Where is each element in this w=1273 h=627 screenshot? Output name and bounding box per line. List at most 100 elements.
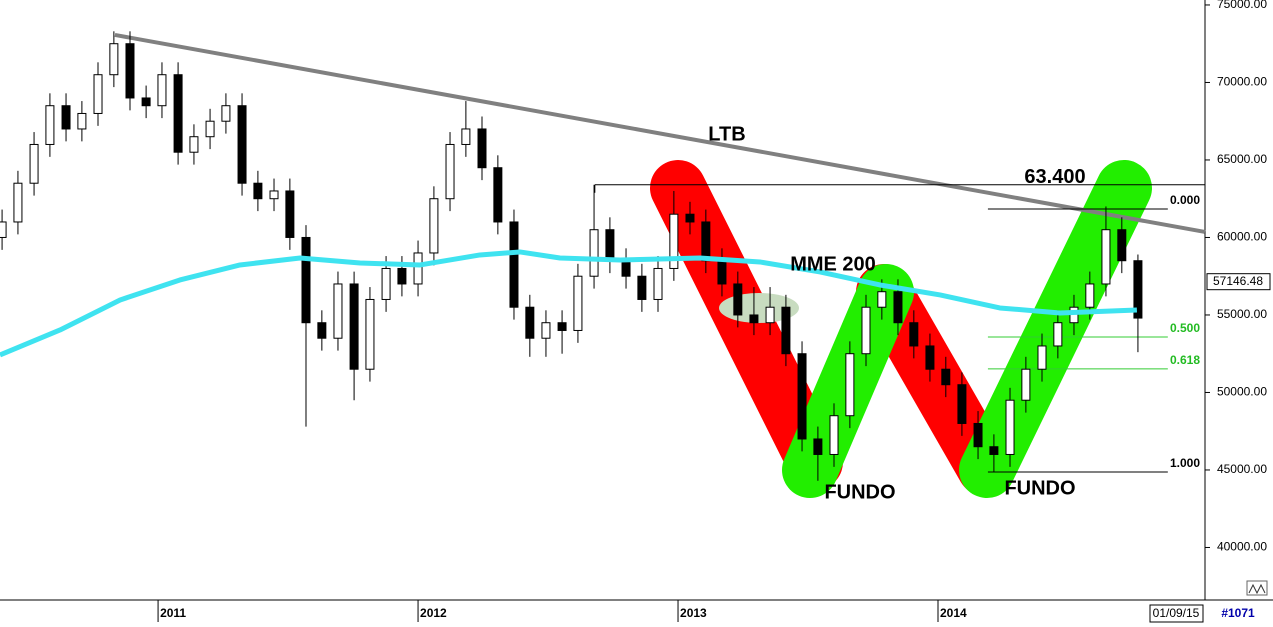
red-band [650, 160, 843, 490]
candle-body [973, 422, 983, 448]
trendline-label: LTB [708, 123, 745, 145]
fib-label: 0.500 [1170, 321, 1200, 335]
candle-body [301, 236, 311, 324]
candle-body [333, 283, 343, 339]
candle-body [1005, 399, 1015, 455]
candle-body [13, 182, 23, 223]
candle-body [1133, 260, 1143, 319]
candle-body [589, 229, 599, 277]
resistance-label: 63.400 [1024, 166, 1085, 188]
candle-body [845, 353, 855, 417]
candle-body [413, 252, 423, 285]
candle-body [365, 298, 375, 370]
candle-body [765, 306, 775, 324]
candle-body [989, 446, 999, 455]
x-tick-label: 2013 [680, 606, 707, 620]
candle-body [317, 322, 327, 339]
date-box [1149, 604, 1204, 623]
candle-body [237, 105, 247, 184]
candle-body [957, 384, 967, 424]
fib-label: 0.000 [1170, 193, 1200, 207]
candle-body [253, 182, 263, 200]
candle-body [77, 112, 87, 130]
candle-body [429, 198, 439, 254]
candle-body [173, 74, 183, 153]
candle-body [893, 291, 903, 324]
x-tick-label: 2011 [160, 606, 186, 620]
candle-body [1101, 229, 1111, 285]
ma-label: MME 200 [790, 253, 876, 275]
candle-body [573, 275, 583, 331]
candle-body [397, 267, 407, 285]
candle-body [525, 306, 535, 339]
candle-body [1021, 368, 1031, 401]
candle-body [861, 306, 871, 355]
candle-body [829, 415, 839, 455]
candle-body [141, 97, 151, 107]
x-tick-label: 2012 [420, 606, 447, 620]
candle-body [637, 275, 647, 300]
fib-label: 1.000 [1170, 456, 1200, 470]
candle-body [717, 260, 727, 285]
candle-body [189, 136, 199, 153]
date-label: 01/09/15 [1153, 606, 1200, 620]
candle-body [909, 322, 919, 347]
candle-body [653, 267, 663, 300]
candle-body [941, 368, 951, 386]
bar-label: #1071 [1221, 606, 1255, 620]
candle-body [445, 143, 455, 200]
candle-body [109, 43, 119, 76]
y-tick-label: 40000.00 [1217, 540, 1267, 554]
candle-body [813, 438, 823, 455]
candle-body [349, 283, 359, 370]
candle-body [125, 43, 135, 99]
icon-glyph [1248, 583, 1266, 595]
candle-body [797, 353, 807, 440]
candle-body [925, 345, 935, 370]
candle-body [221, 105, 231, 122]
candle-body [0, 221, 7, 238]
candle-body [621, 260, 631, 277]
last-price-label: 57146.48 [1213, 274, 1263, 288]
candle-body [701, 221, 711, 262]
candle-body [93, 74, 103, 114]
candle-body [269, 190, 279, 200]
candle-body [1037, 345, 1047, 370]
candle-body [45, 105, 55, 145]
y-tick-label: 50000.00 [1217, 385, 1267, 399]
x-tick-label: 2014 [940, 606, 967, 620]
y-tick-label: 65000.00 [1217, 152, 1267, 166]
y-tick-label: 45000.00 [1217, 462, 1267, 476]
annotation: FUNDO [824, 481, 895, 503]
candle-body [605, 229, 615, 262]
candle-body [461, 128, 471, 145]
last-price-box [1206, 273, 1271, 291]
fib-label: 0.618 [1170, 353, 1200, 367]
candle-body [1085, 283, 1095, 308]
candle-body [493, 167, 503, 223]
y-tick-label: 60000.00 [1217, 230, 1267, 244]
candle-body [157, 74, 167, 107]
candle-body [1117, 229, 1127, 262]
candle-body [541, 322, 551, 339]
candle-body [477, 128, 487, 169]
candle-body [685, 213, 695, 223]
candle-body [557, 322, 567, 331]
y-tick-label: 55000.00 [1217, 307, 1267, 321]
y-tick-label: 75000.00 [1217, 0, 1267, 11]
candle-body [781, 306, 791, 355]
candle-body [669, 213, 679, 269]
moving-average [0, 249, 1137, 358]
candle-body [61, 105, 71, 130]
candle-body [877, 291, 887, 308]
icon [1246, 580, 1268, 596]
trendline [114, 32, 1206, 234]
candle-body [1053, 322, 1063, 347]
annotation: FUNDO [1004, 477, 1075, 499]
candle-body [733, 283, 743, 316]
candle-body [381, 267, 391, 300]
candle-body [509, 221, 519, 308]
candle-body [29, 143, 39, 184]
